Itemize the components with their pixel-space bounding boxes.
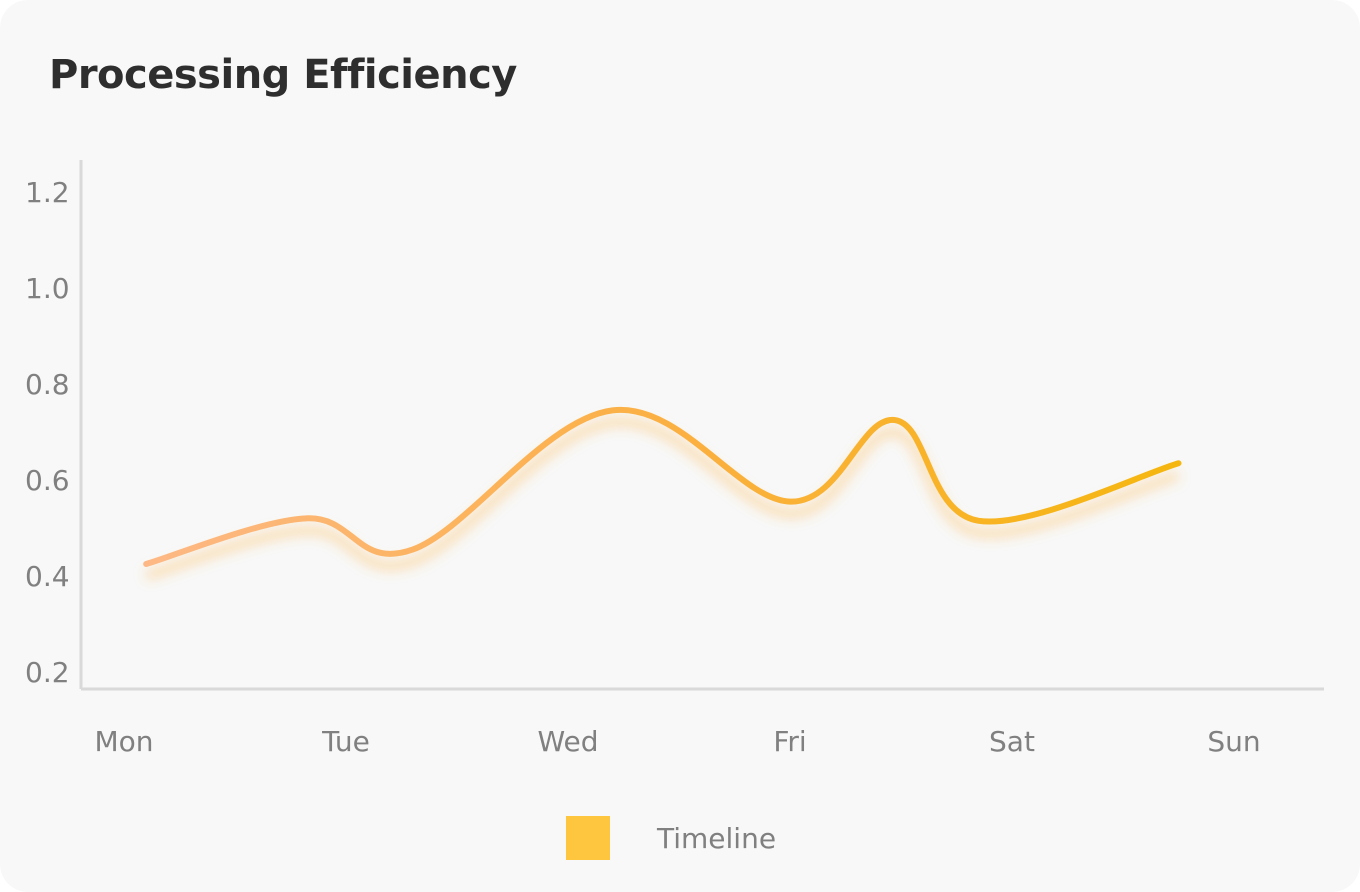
x-tick-label: Mon <box>94 725 153 758</box>
x-tick-label: Wed <box>537 725 598 758</box>
x-tick-label: Sat <box>989 725 1035 758</box>
legend-label-timeline: Timeline <box>657 822 776 855</box>
x-tick-label: Sun <box>1207 725 1260 758</box>
y-tick-label: 1.0 <box>25 272 70 305</box>
x-tick-label: Fri <box>773 725 806 758</box>
legend-swatch-timeline <box>566 816 610 860</box>
y-tick-label: 0.4 <box>25 560 70 593</box>
y-tick-label: 0.6 <box>25 464 70 497</box>
y-tick-label: 1.2 <box>25 176 70 209</box>
legend: Timeline <box>566 816 776 860</box>
series-line-shadow <box>146 422 1178 576</box>
y-tick-label: 0.2 <box>25 656 70 689</box>
y-tick-label: 0.8 <box>25 368 70 401</box>
x-tick-label: Tue <box>321 725 370 758</box>
